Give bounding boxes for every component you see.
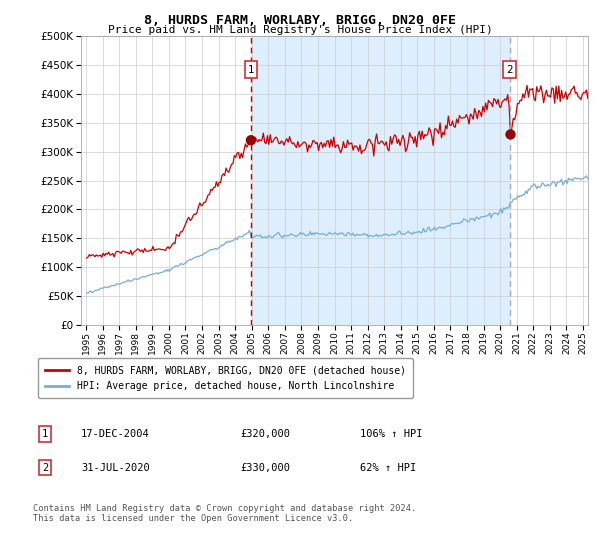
Text: 17-DEC-2004: 17-DEC-2004 (81, 429, 150, 439)
Legend: 8, HURDS FARM, WORLABY, BRIGG, DN20 0FE (detached house), HPI: Average price, de: 8, HURDS FARM, WORLABY, BRIGG, DN20 0FE … (38, 358, 413, 398)
Bar (584, 36, 588, 325)
Text: £320,000: £320,000 (240, 429, 290, 439)
Text: 106% ↑ HPI: 106% ↑ HPI (360, 429, 422, 439)
Text: 8, HURDS FARM, WORLABY, BRIGG, DN20 0FE: 8, HURDS FARM, WORLABY, BRIGG, DN20 0FE (144, 14, 456, 27)
Text: Price paid vs. HM Land Registry's House Price Index (HPI): Price paid vs. HM Land Registry's House … (107, 25, 493, 35)
Text: Contains HM Land Registry data © Crown copyright and database right 2024.
This d: Contains HM Land Registry data © Crown c… (33, 504, 416, 524)
Text: 2: 2 (506, 64, 513, 74)
Text: 31-JUL-2020: 31-JUL-2020 (81, 463, 150, 473)
Point (246, 136, 256, 144)
Text: 1: 1 (248, 64, 254, 74)
Text: 2: 2 (42, 463, 48, 473)
Text: 62% ↑ HPI: 62% ↑ HPI (360, 463, 416, 473)
Text: 1: 1 (42, 429, 48, 439)
Text: £330,000: £330,000 (240, 463, 290, 473)
Bar (251, 36, 510, 325)
Point (506, 130, 515, 139)
